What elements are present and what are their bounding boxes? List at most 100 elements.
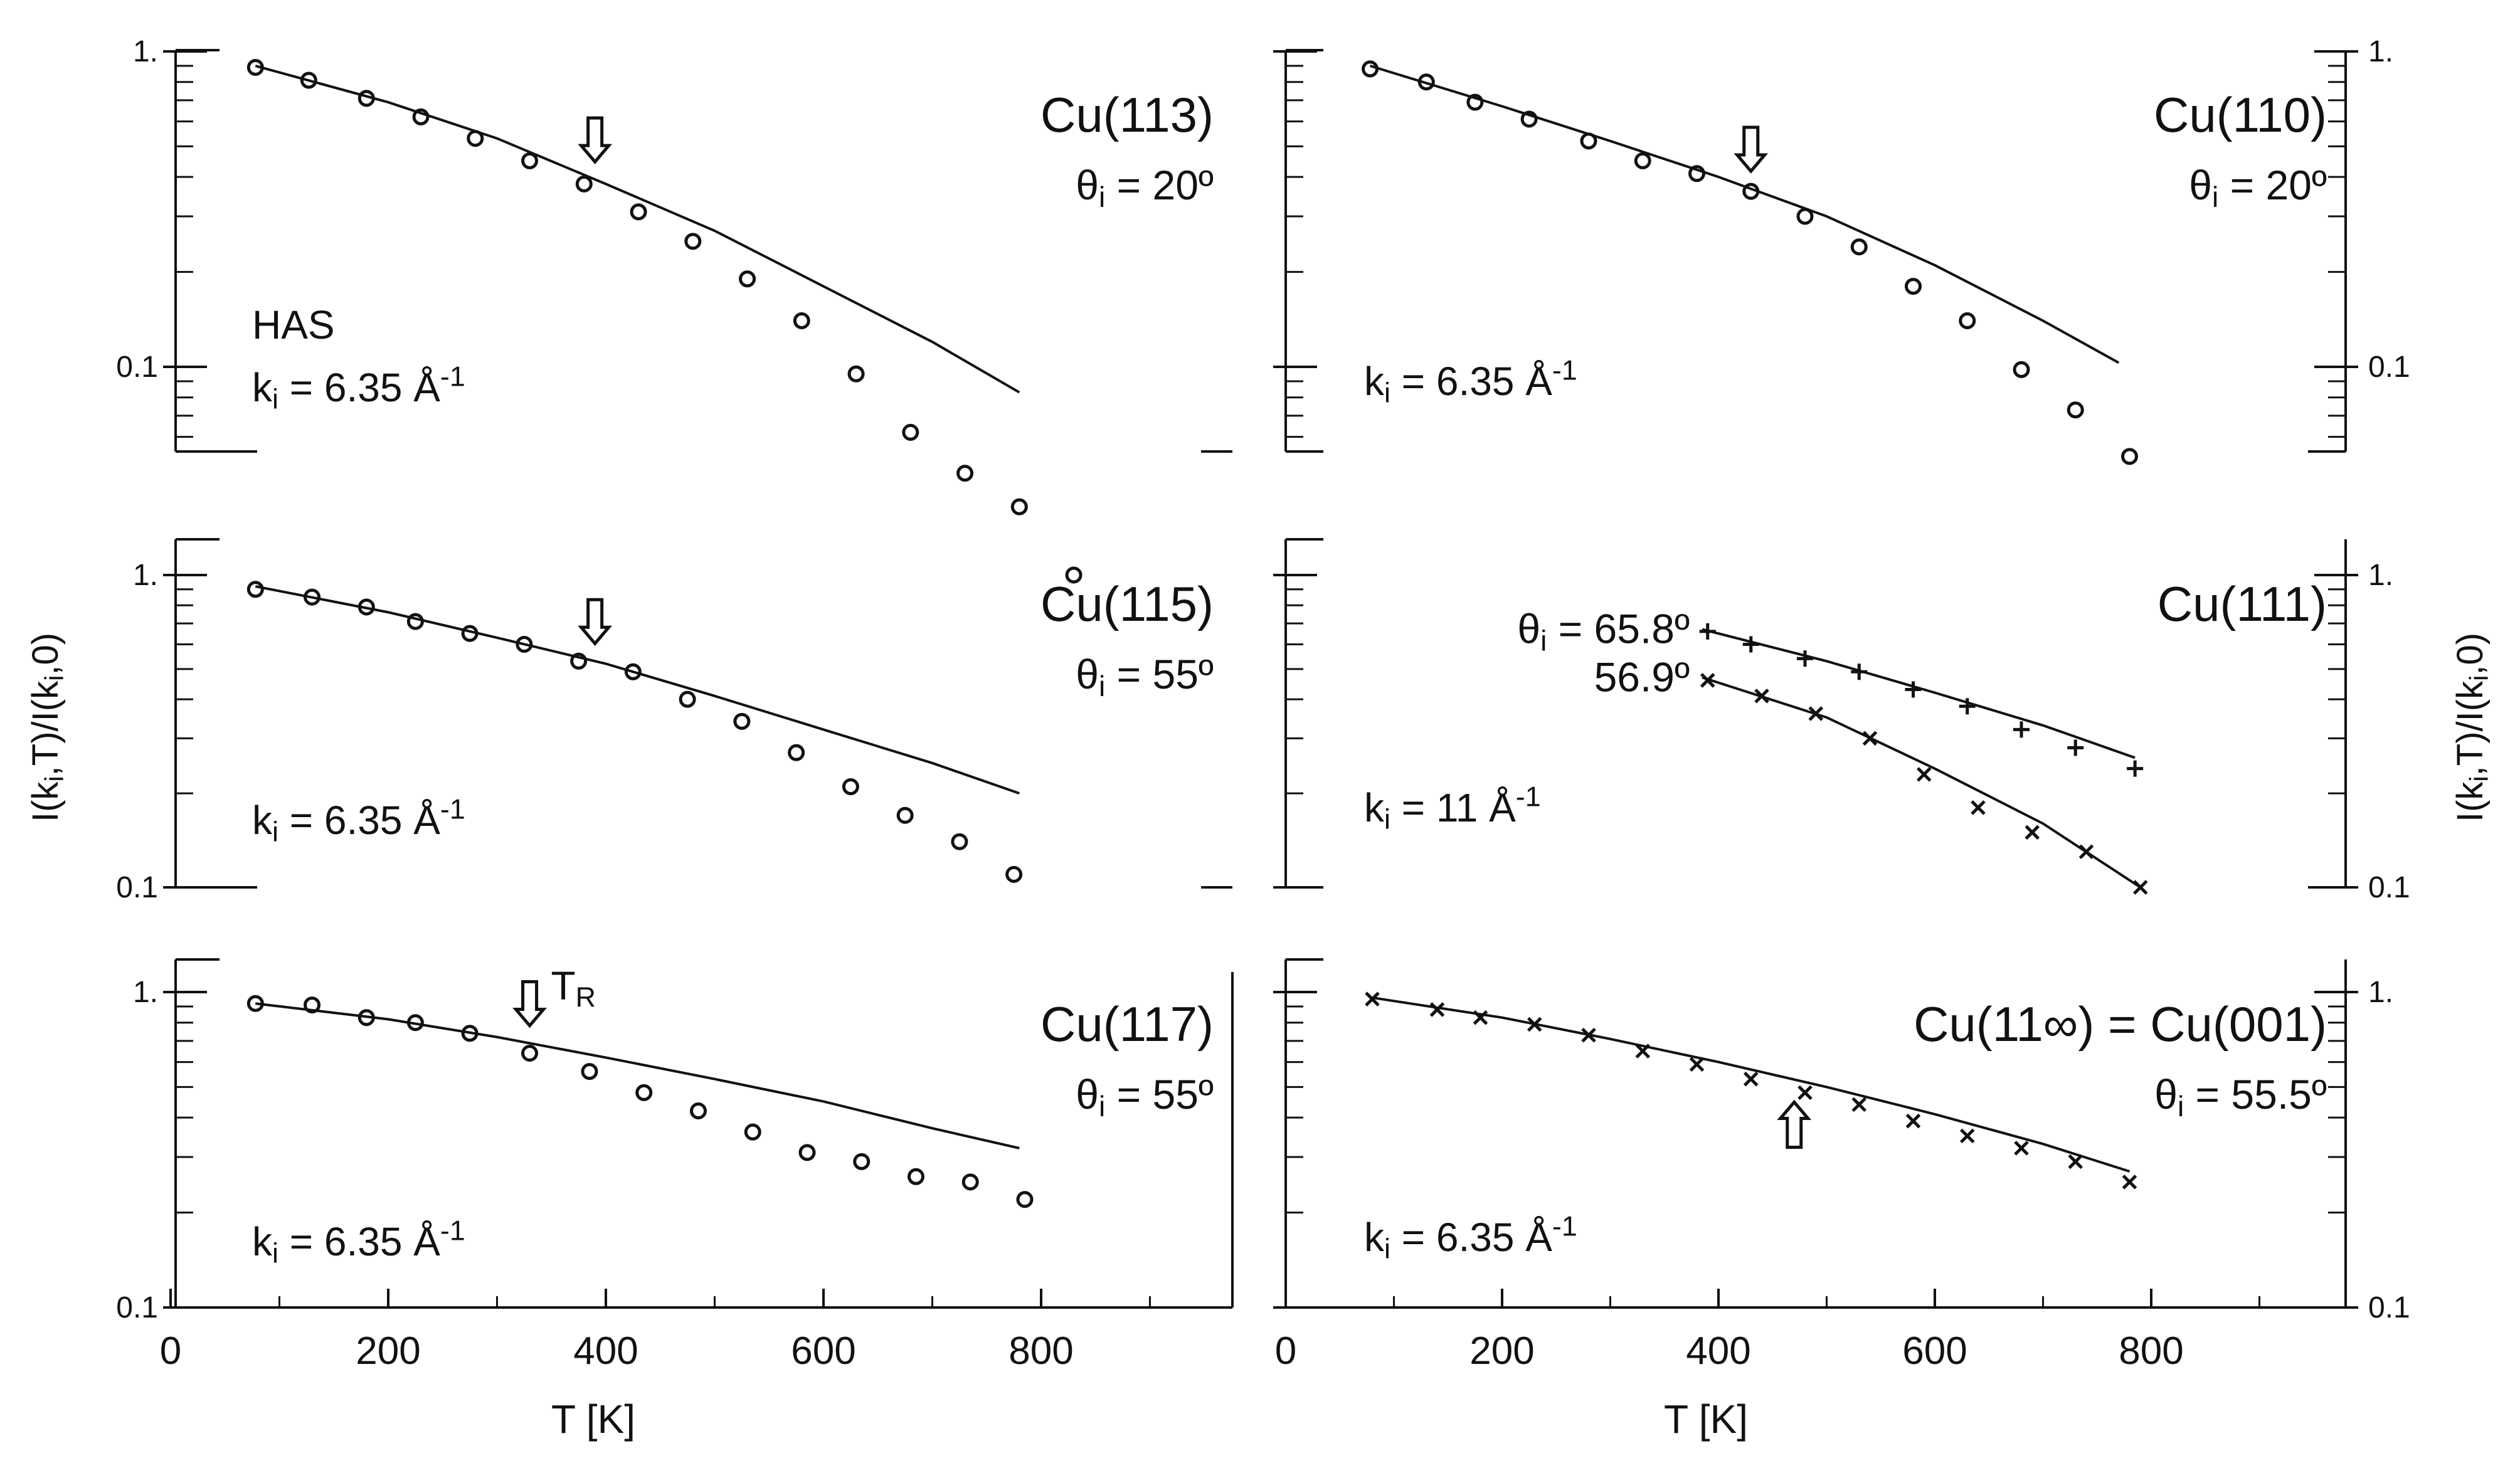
y-tick-label: 0.1 bbox=[116, 351, 158, 384]
y-tick-label: 0.1 bbox=[116, 871, 158, 904]
data-point bbox=[357, 90, 375, 107]
data-point bbox=[793, 312, 810, 329]
y-tick-label: 0.1 bbox=[116, 1291, 158, 1324]
y-tick-label: 0.1 bbox=[2368, 1291, 2410, 1324]
incidence-angle-label: θi = 55º bbox=[1076, 1071, 1214, 1123]
data-point bbox=[581, 1063, 598, 1080]
data-point bbox=[516, 635, 533, 653]
transition-arrow bbox=[578, 598, 613, 647]
transition-arrow bbox=[1777, 1099, 1812, 1149]
data-point bbox=[744, 1123, 761, 1141]
panel-cu001: 1. 0.1 0 200 400 600 800 T [K] Cu(11∞) = Cu(001)… bbox=[1273, 958, 2410, 1442]
y-tick-label: 1. bbox=[2368, 976, 2393, 1009]
data-point bbox=[406, 613, 424, 630]
ki-label: ki = 6.35 Å-1 bbox=[252, 1215, 465, 1269]
panel-title: Cu(115) bbox=[1040, 576, 1214, 631]
data-point bbox=[798, 1144, 816, 1161]
data-point bbox=[951, 833, 968, 850]
panel-title: Cu(110) bbox=[2154, 87, 2327, 142]
data-point bbox=[961, 1173, 979, 1191]
panel-title: Cu(111) bbox=[2157, 576, 2327, 631]
data-point bbox=[896, 806, 914, 824]
panel-cu113: 1. 0.1 Cu(113) θi = 20º HAS ki = 6.35 Å-1 bbox=[116, 35, 1232, 515]
y-tick-label: 1. bbox=[133, 559, 158, 592]
data-point bbox=[1959, 312, 1976, 329]
data-point bbox=[907, 1168, 924, 1185]
data-point bbox=[679, 690, 696, 708]
data-point bbox=[1688, 165, 1705, 182]
data-point bbox=[521, 1044, 539, 1062]
data-point bbox=[1754, 689, 1769, 704]
ki-label: ki = 11 Å-1 bbox=[1364, 781, 1541, 835]
x-tick-label: 800 bbox=[1009, 1329, 1073, 1373]
x-axis-label: T [K] bbox=[1664, 1397, 1748, 1442]
data-point bbox=[1742, 182, 1760, 200]
fit-line bbox=[255, 1002, 1020, 1149]
data-point bbox=[1797, 650, 1813, 667]
x-tick-label: 600 bbox=[791, 1329, 855, 1373]
data-point bbox=[1689, 1057, 1705, 1072]
data-point bbox=[2013, 721, 2030, 738]
data-point bbox=[2025, 825, 2040, 840]
data-point bbox=[1971, 800, 1986, 815]
data-point bbox=[733, 712, 751, 730]
data-point bbox=[412, 108, 430, 125]
data-point bbox=[1005, 865, 1023, 883]
data-point bbox=[1742, 636, 1759, 653]
series-label-1: 56.9º bbox=[1594, 653, 1690, 700]
series-label-0: θi = 65.8º bbox=[1517, 606, 1690, 657]
data-point bbox=[842, 778, 859, 796]
data-point bbox=[2014, 1141, 2029, 1156]
data-point bbox=[1916, 767, 1932, 782]
transition-arrow bbox=[512, 980, 547, 1028]
data-point bbox=[461, 1025, 479, 1042]
data-point bbox=[1520, 110, 1538, 128]
transition-arrow bbox=[578, 116, 613, 164]
data-point bbox=[2013, 361, 2030, 378]
data-point bbox=[1700, 673, 1715, 688]
panel-cu115: 1. 0.1 Cu(115) θi = 55º ki = 6.35 Å-1 bbox=[116, 538, 1232, 904]
data-point bbox=[357, 598, 375, 616]
y-tick-label: 1. bbox=[133, 35, 158, 68]
data-point bbox=[1466, 93, 1484, 111]
data-point bbox=[304, 588, 321, 606]
data-point bbox=[739, 270, 756, 288]
data-point bbox=[1010, 498, 1028, 515]
data-point bbox=[1905, 278, 1922, 295]
ki-label: ki = 6.35 Å-1 bbox=[1364, 1211, 1577, 1265]
data-point bbox=[1959, 1128, 1975, 1144]
data-point bbox=[1743, 1071, 1759, 1087]
data-point bbox=[1851, 1097, 1867, 1112]
fit-line bbox=[255, 65, 1020, 394]
data-point bbox=[1634, 152, 1651, 169]
x-tick-label: 800 bbox=[2119, 1329, 2183, 1373]
data-point bbox=[2122, 1175, 2137, 1190]
data-point bbox=[2132, 880, 2148, 895]
data-point bbox=[1527, 1017, 1542, 1032]
data-point bbox=[1850, 238, 1868, 256]
x-tick-label: 0 bbox=[1275, 1329, 1296, 1373]
data-point bbox=[575, 175, 593, 193]
y-tick-label: 0.1 bbox=[2368, 351, 2410, 384]
data-point bbox=[570, 652, 588, 670]
incidence-angle-label: θi = 20º bbox=[2189, 162, 2327, 213]
panels-group: 1. 0.1 Cu(113) θi = 20º HAS ki = 6.35 Å-1 1. 0.… bbox=[116, 35, 2410, 1442]
data-point bbox=[2067, 401, 2084, 419]
x-tick-label: 200 bbox=[1469, 1329, 1534, 1373]
data-point bbox=[461, 625, 479, 642]
data-point bbox=[406, 1014, 424, 1032]
x-tick-label: 200 bbox=[356, 1329, 420, 1373]
data-point bbox=[300, 71, 317, 89]
panel-title: Cu(113) bbox=[1040, 87, 1214, 142]
data-point bbox=[304, 996, 321, 1014]
data-point bbox=[1362, 60, 1379, 78]
y-tick-label: 1. bbox=[133, 976, 158, 1009]
x-tick-label: 400 bbox=[1686, 1329, 1750, 1373]
data-point bbox=[684, 233, 702, 250]
y-tick-label: 0.1 bbox=[2368, 871, 2410, 904]
data-point bbox=[1851, 663, 1868, 680]
data-point bbox=[1065, 566, 1083, 584]
data-point bbox=[1808, 706, 1824, 721]
